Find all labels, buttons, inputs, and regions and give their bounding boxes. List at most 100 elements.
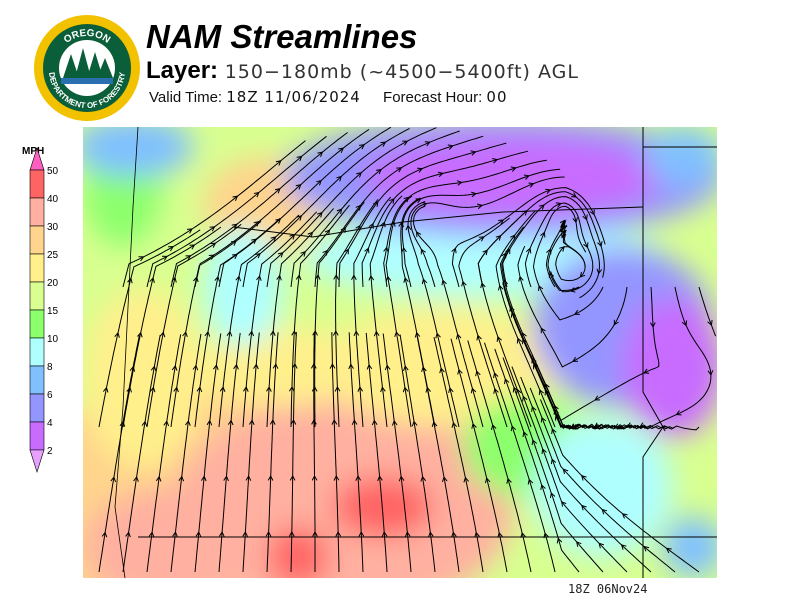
streamline-arrow-icon — [185, 419, 191, 426]
streamline-arrow-icon — [403, 276, 409, 283]
streamline-arrow-icon — [235, 275, 242, 282]
streamline-arrow-icon — [357, 386, 364, 392]
streamline-arrow-icon — [570, 423, 577, 429]
streamline-arrow-icon — [620, 544, 627, 550]
streamline-arrow-icon — [338, 147, 345, 153]
streamline-arrow-icon — [516, 388, 522, 395]
streamline-arrow-icon — [269, 419, 276, 425]
streamline-arrow-icon — [324, 229, 331, 236]
streamline-arrow-icon — [255, 252, 261, 259]
streamline-arrow-icon — [549, 492, 556, 499]
legend-tick-label: 40 — [47, 194, 59, 205]
streamline-arrow-icon — [598, 542, 605, 549]
streamline-arrow-icon — [311, 418, 317, 425]
streamline-arrow-icon — [276, 274, 282, 281]
streamline-arrow-icon — [581, 504, 587, 511]
streamline-arrow-icon — [300, 250, 307, 257]
streamline-arrow-icon — [420, 475, 426, 482]
streamline-arrow-icon — [343, 248, 349, 255]
valid-time-label: Valid Time: — [149, 89, 223, 106]
legend-swatch — [29, 421, 45, 451]
forecast-hour-value: 00 — [486, 88, 508, 106]
streamline-arrow-icon — [527, 478, 534, 485]
streamline-arrow-icon — [380, 141, 387, 147]
streamline-arrow-icon — [251, 238, 257, 244]
streamline-arrow-icon — [364, 247, 370, 254]
streamline-arrow-icon — [385, 275, 392, 282]
streamline-arrow-icon — [451, 421, 458, 428]
streamline-arrow-icon — [540, 416, 547, 423]
streamline-arrow-icon — [168, 246, 175, 252]
streamline-arrow-icon — [209, 226, 216, 232]
streamline-arrow-icon — [643, 368, 650, 374]
streamline-arrow-icon — [126, 386, 132, 393]
streamline-arrow-icon — [289, 474, 296, 481]
streamline-arrow-icon — [561, 232, 567, 239]
streamline-arrow-icon — [288, 385, 295, 392]
streamline-arrow-icon — [312, 329, 318, 336]
streamline-arrow-icon — [484, 477, 491, 484]
streamline-arrow-icon — [204, 330, 211, 337]
streamline-arrow-icon — [520, 531, 526, 538]
streamline-arrow-icon — [401, 246, 407, 253]
streamline-arrow-icon — [200, 475, 207, 482]
streamline-arrow-icon — [316, 211, 323, 218]
streamline-arrow-icon — [447, 144, 454, 150]
streamline-arrow-icon — [424, 141, 431, 147]
streamline-arrow-icon — [242, 531, 248, 537]
streamline-arrow-icon — [471, 422, 477, 429]
streamline-arrow-icon — [403, 196, 410, 203]
streamline-arrow-icon — [336, 175, 342, 182]
streamline-arrow-icon — [420, 248, 426, 255]
streamline-arrow-icon — [498, 219, 505, 225]
streamline-arrow-icon — [256, 274, 262, 281]
streamline-arrow-icon — [596, 268, 603, 275]
streamline-arrow-icon — [196, 386, 203, 393]
streamline-arrow-icon — [441, 476, 448, 483]
streamline-arrow-icon — [528, 182, 535, 188]
streamline-arrow-icon — [275, 160, 282, 166]
streamline — [698, 286, 717, 337]
streamline-arrow-icon — [127, 277, 133, 284]
streamline-arrow-icon — [493, 372, 499, 379]
streamline-arrow-icon — [516, 337, 523, 344]
streamline-arrow-icon — [253, 191, 260, 198]
streamline-arrow-icon — [707, 370, 714, 376]
streamline-arrow-icon — [171, 276, 177, 283]
streamline-arrow-icon — [525, 247, 532, 254]
streamline-arrow-icon — [133, 475, 139, 482]
streamline-arrow-icon — [376, 168, 382, 175]
model-run-timestamp: 18Z 06Nov24 — [568, 582, 648, 596]
streamline-arrow-icon — [451, 531, 457, 538]
streamline-arrow-icon — [383, 246, 389, 253]
streamline-arrow-icon — [110, 476, 117, 483]
streamline-arrow-icon — [185, 255, 192, 261]
streamline-arrow-icon — [381, 531, 388, 537]
legend-swatch — [29, 337, 45, 367]
streamline-arrow-icon — [206, 419, 213, 426]
streamline-arrow-icon — [356, 172, 362, 178]
streamline-arrow-icon — [275, 218, 282, 224]
streamline-arrow-icon — [182, 331, 188, 338]
legend-tick-label: 6 — [47, 390, 53, 401]
streamline-arrow-icon — [538, 389, 545, 396]
streamline-arrow-icon — [159, 331, 166, 338]
streamline-arrow-icon — [230, 240, 237, 246]
streamline-arrow-icon — [559, 246, 565, 252]
streamline-arrow-icon — [214, 275, 220, 282]
legend-swatch — [29, 225, 45, 255]
streamline-arrow-icon — [227, 419, 234, 426]
streamline-arrow-icon — [336, 208, 343, 215]
streamline-arrow-icon — [242, 386, 249, 392]
streamline-arrow-icon — [380, 221, 386, 228]
streamline-arrow-icon — [665, 547, 672, 554]
streamline-arrow-icon — [173, 386, 179, 393]
streamline-arrow-icon — [233, 363, 239, 370]
streamline-arrow-icon — [172, 531, 178, 538]
streamline-arrow-icon — [331, 419, 338, 425]
streamline-arrow-icon — [431, 421, 438, 428]
streamline-arrow-icon — [448, 386, 454, 394]
streamline-arrow-icon — [193, 276, 199, 283]
legend-tick-label: 15 — [47, 306, 59, 317]
streamline-arrow-icon — [149, 386, 156, 393]
